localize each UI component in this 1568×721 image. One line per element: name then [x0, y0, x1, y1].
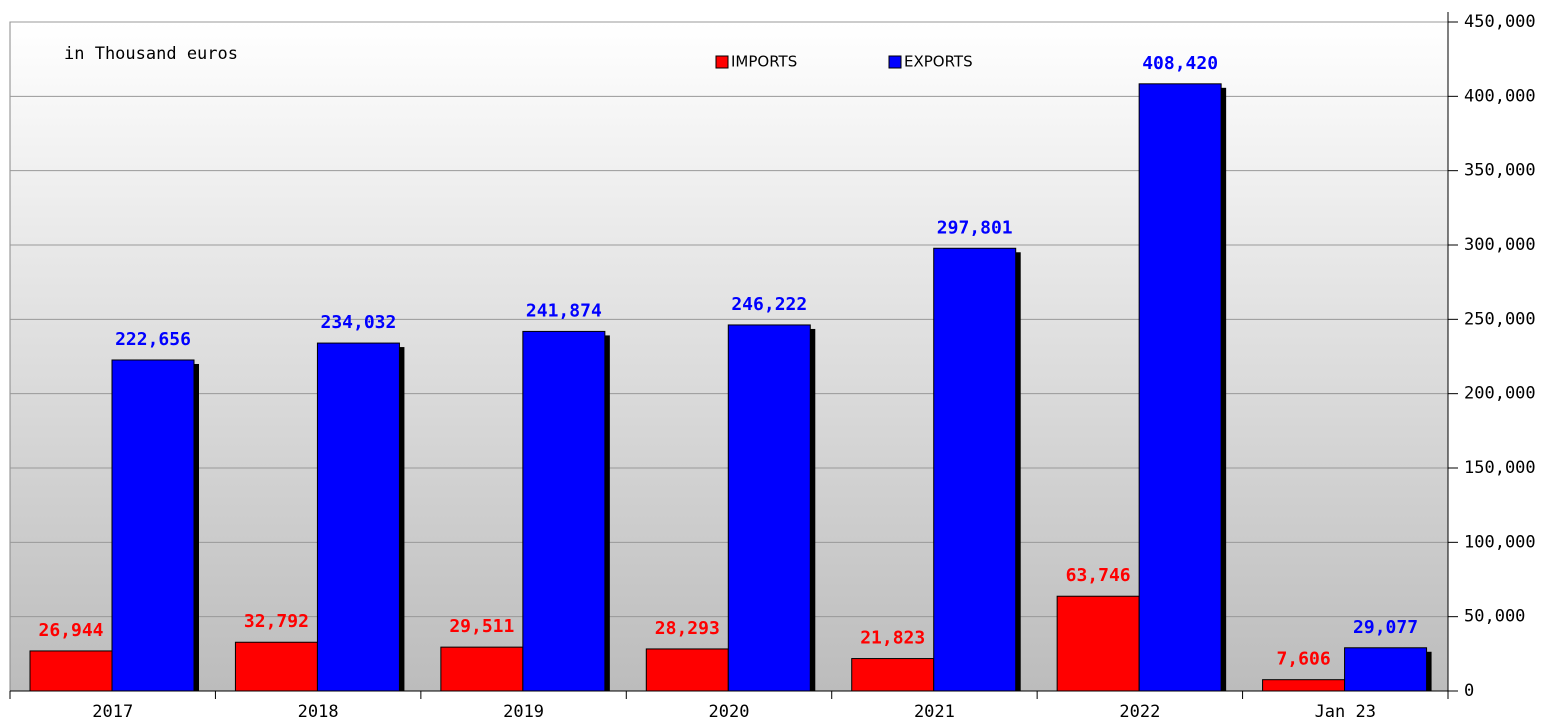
- bar: [111, 359, 195, 692]
- bar: [1056, 595, 1140, 692]
- legend-label: IMPORTS: [731, 53, 797, 71]
- y-tick-label: 400,000: [1464, 86, 1536, 106]
- y-tick-label: 250,000: [1464, 309, 1536, 329]
- bar: [1262, 679, 1346, 692]
- y-tick-label: 200,000: [1464, 384, 1536, 404]
- bar: [1138, 83, 1222, 692]
- y-tick-label: 300,000: [1464, 235, 1536, 255]
- x-tick-label: 2018: [298, 702, 339, 721]
- bar: [234, 641, 318, 692]
- bar: [933, 247, 1017, 692]
- data-label: 29,077: [1353, 617, 1418, 638]
- data-label: 63,746: [1066, 565, 1131, 586]
- x-tick-label: 2019: [503, 702, 544, 721]
- data-label: 297,801: [937, 217, 1013, 238]
- bar: [851, 658, 935, 692]
- legend-swatch: [715, 55, 729, 69]
- y-tick-label: 350,000: [1464, 161, 1536, 181]
- data-label: 241,874: [526, 300, 602, 321]
- data-label: 26,944: [38, 620, 103, 641]
- bar: [727, 324, 811, 692]
- bar: [316, 342, 400, 692]
- y-tick-label: 100,000: [1464, 532, 1536, 552]
- bar: [29, 650, 113, 692]
- data-label: 32,792: [244, 611, 309, 632]
- annotation: in Thousand euros: [64, 44, 238, 64]
- data-label: 21,823: [860, 628, 925, 649]
- data-label: 29,511: [449, 616, 514, 637]
- data-label: 28,293: [655, 618, 720, 639]
- y-tick-label: 450,000: [1464, 12, 1536, 32]
- y-tick-label: 50,000: [1464, 607, 1525, 627]
- y-tick-label: 0: [1464, 681, 1474, 701]
- data-label: 222,656: [115, 329, 191, 350]
- data-label: 246,222: [731, 294, 807, 315]
- y-tick-label: 150,000: [1464, 458, 1536, 478]
- x-tick-label: 2022: [1119, 702, 1160, 721]
- bar: [645, 648, 729, 692]
- data-label: 7,606: [1276, 649, 1330, 670]
- data-label: 234,032: [320, 312, 396, 333]
- x-tick-label: Jan 23: [1315, 702, 1376, 721]
- bar: [1344, 647, 1428, 692]
- bar: [522, 330, 606, 692]
- legend-swatch: [888, 55, 902, 69]
- bar: [440, 646, 524, 692]
- x-tick-label: 2020: [709, 702, 750, 721]
- legend-label: EXPORTS: [904, 53, 973, 71]
- x-tick-label: 2017: [92, 702, 133, 721]
- data-label: 408,420: [1142, 53, 1218, 74]
- x-tick-label: 2021: [914, 702, 955, 721]
